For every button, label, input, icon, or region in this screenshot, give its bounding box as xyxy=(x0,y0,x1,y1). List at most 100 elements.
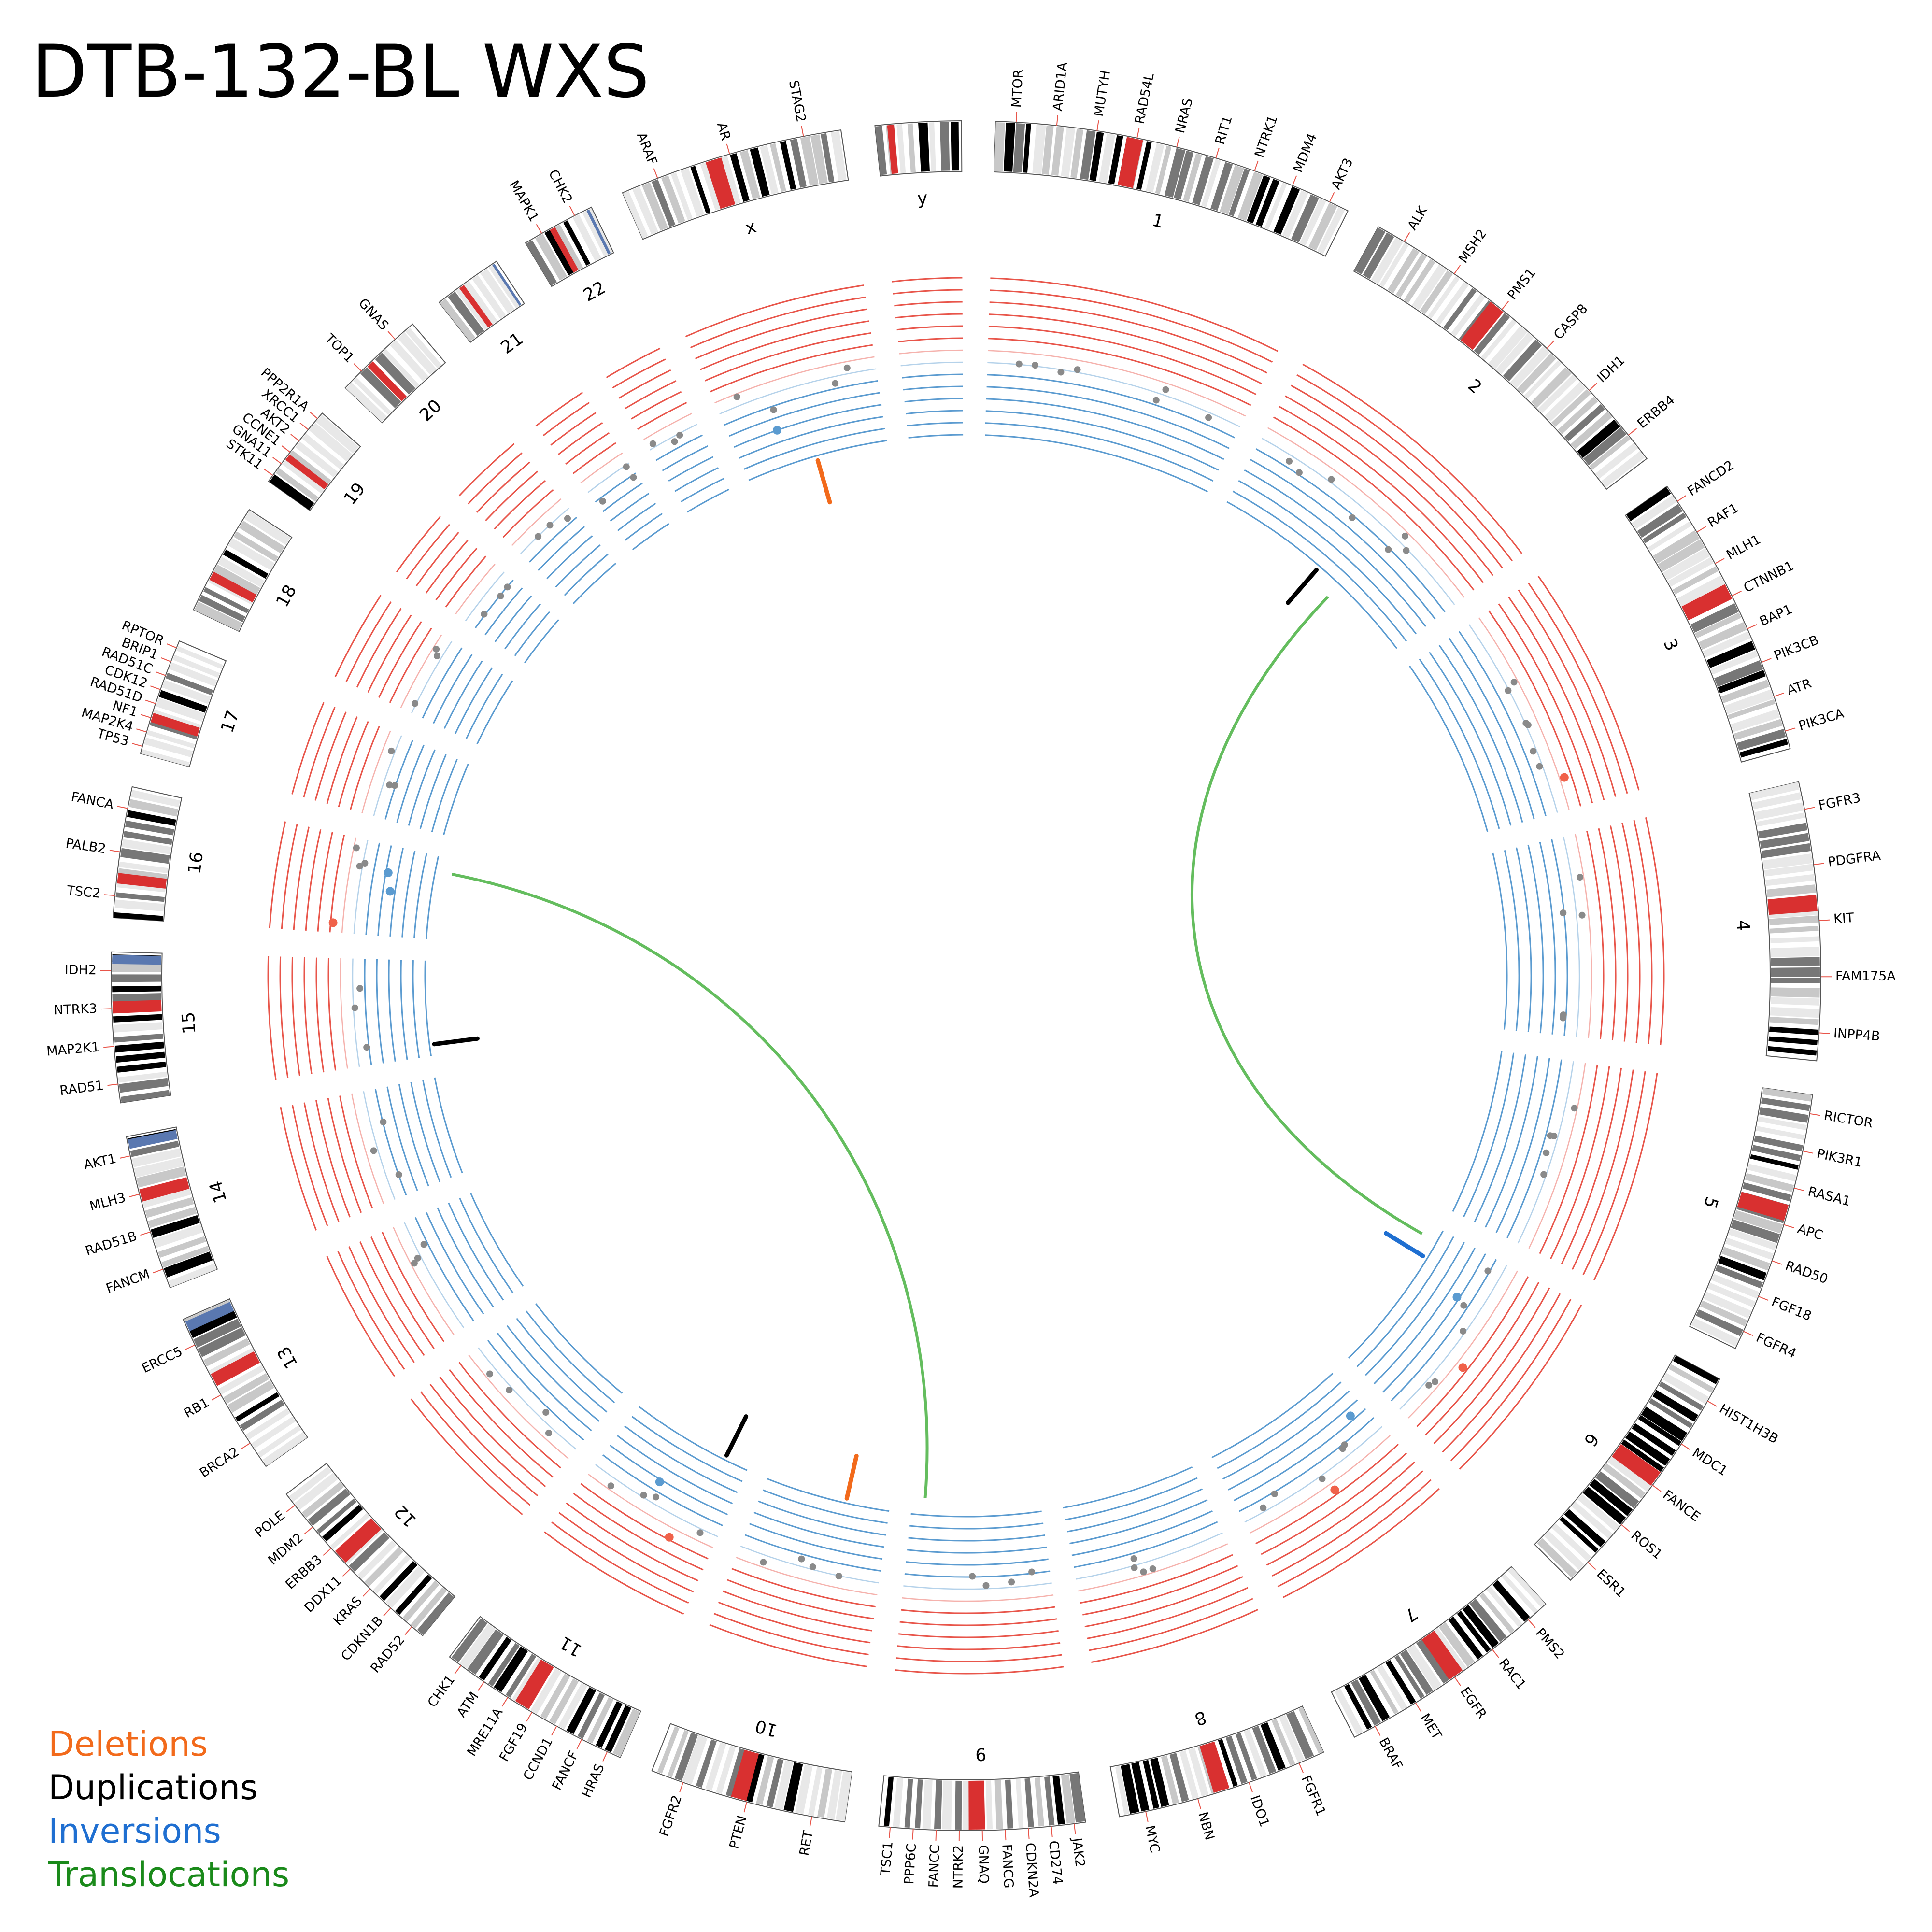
chr-13-tracks xyxy=(326,1193,524,1377)
gain-track-line xyxy=(303,707,336,798)
cytoband xyxy=(294,1473,338,1510)
cytoband xyxy=(1481,319,1517,360)
cytoband xyxy=(145,1197,194,1218)
gain-track-line xyxy=(389,627,432,703)
cnv-point xyxy=(1271,1490,1278,1497)
gain-track-line xyxy=(338,721,369,807)
gene-label: ESR1 xyxy=(1594,1566,1629,1601)
chromosome-3: 3 xyxy=(1624,485,1791,763)
gain-track-line xyxy=(580,1483,709,1560)
gene-label: MLH3 xyxy=(88,1190,127,1214)
cytoband xyxy=(162,680,211,704)
gain-track-line xyxy=(370,1236,435,1349)
cytoband xyxy=(526,240,557,286)
cytoband xyxy=(113,1014,162,1023)
gene-label: ATM xyxy=(454,1689,482,1720)
cytoband xyxy=(1371,238,1404,284)
cnv-point xyxy=(843,364,851,371)
gene-label: CASP8 xyxy=(1551,301,1591,343)
loss-track-line xyxy=(602,1454,724,1526)
gene-label: FANCM xyxy=(104,1267,152,1296)
gene-label: FANCG xyxy=(999,1844,1016,1889)
gain-track-line xyxy=(1586,831,1605,1039)
cytoband xyxy=(918,122,930,172)
gene-tick xyxy=(1292,175,1297,186)
gvar-band xyxy=(492,263,522,306)
loss-track-line xyxy=(729,392,880,437)
gene-tick xyxy=(1628,428,1637,436)
cytoband xyxy=(690,166,711,214)
gain-track-line xyxy=(339,1095,373,1209)
cnv-point xyxy=(395,1171,402,1178)
gene-label: RB1 xyxy=(182,1395,212,1421)
gain-track-line xyxy=(468,1354,569,1459)
chr-2-tracks xyxy=(1226,363,1522,649)
gene-label: FGF18 xyxy=(1769,1294,1814,1324)
cytoband xyxy=(651,179,676,227)
loss-track-line xyxy=(413,853,427,938)
cnv-point xyxy=(1032,362,1039,369)
chromosome-label: 4 xyxy=(1733,919,1753,932)
cnv-point xyxy=(623,463,630,470)
loss-track-line xyxy=(1076,1532,1223,1580)
gain-track-line xyxy=(359,1241,425,1356)
cytoband xyxy=(353,377,392,415)
cytoband xyxy=(915,1779,923,1829)
loss-track-line xyxy=(1429,652,1512,826)
gene-label: ERBB3 xyxy=(283,1552,325,1592)
gene-tick xyxy=(290,434,299,441)
gene-label: MUTYH xyxy=(1092,70,1113,118)
cytoband xyxy=(1069,1773,1086,1823)
gene-tick xyxy=(1492,1649,1499,1658)
cytoband xyxy=(1653,530,1700,564)
duplication-mark xyxy=(1286,568,1319,605)
gain-track-line xyxy=(396,516,441,573)
gene-label: CD274 xyxy=(1046,1840,1065,1885)
chr-5-tracks xyxy=(1452,1051,1658,1280)
cnv-point xyxy=(630,474,637,481)
gain-track-line xyxy=(566,1502,699,1582)
cytoband xyxy=(1690,603,1739,633)
gain-track-line xyxy=(1407,1270,1518,1419)
gene-label: RAD54L xyxy=(1132,72,1157,125)
loss-track-line xyxy=(1356,1236,1454,1367)
cytoband xyxy=(480,269,515,313)
gene-label: ALK xyxy=(1405,203,1431,233)
cytoband xyxy=(189,1309,237,1338)
cytoband xyxy=(322,1505,363,1542)
gain-track-line xyxy=(1528,582,1628,794)
cytoband xyxy=(346,383,387,422)
gain-track-line xyxy=(449,1369,554,1478)
gain-track-line xyxy=(690,296,866,348)
gain-track-line xyxy=(895,313,963,319)
loss-track-line xyxy=(1504,850,1520,1031)
loss-track-line xyxy=(1238,480,1417,635)
cytoband xyxy=(1769,915,1818,926)
gene-label: IDO1 xyxy=(1247,1793,1272,1829)
gene-label: FANCC xyxy=(926,1844,943,1888)
gain-track-line xyxy=(415,532,459,587)
cytoband xyxy=(302,1482,344,1518)
gene-label: RAD51 xyxy=(59,1078,104,1098)
cytoband xyxy=(720,156,741,205)
cytoband xyxy=(1703,631,1751,658)
gain-track-line xyxy=(699,320,869,370)
gene-label: FANCE xyxy=(1660,1487,1703,1524)
chromosome-4: 4 xyxy=(1733,781,1821,1062)
cytoband xyxy=(994,122,1005,171)
cytoband xyxy=(1703,1292,1752,1319)
cnv-point xyxy=(760,1559,767,1566)
cytoband xyxy=(883,1777,894,1826)
deletion-mark xyxy=(844,1454,859,1501)
gene-label: ARAF xyxy=(634,130,660,168)
cytoband xyxy=(942,1780,952,1830)
cnv-point xyxy=(1452,1293,1462,1302)
gene-label: ROS1 xyxy=(1628,1528,1665,1563)
cytoband xyxy=(1544,1531,1585,1570)
cytoband xyxy=(1013,123,1025,172)
chromosome-label: 21 xyxy=(497,329,527,358)
gene-tick xyxy=(354,363,362,372)
chromosome-label: 22 xyxy=(580,278,609,306)
gain-track-line xyxy=(329,835,345,933)
cnv-point xyxy=(1028,1568,1036,1576)
